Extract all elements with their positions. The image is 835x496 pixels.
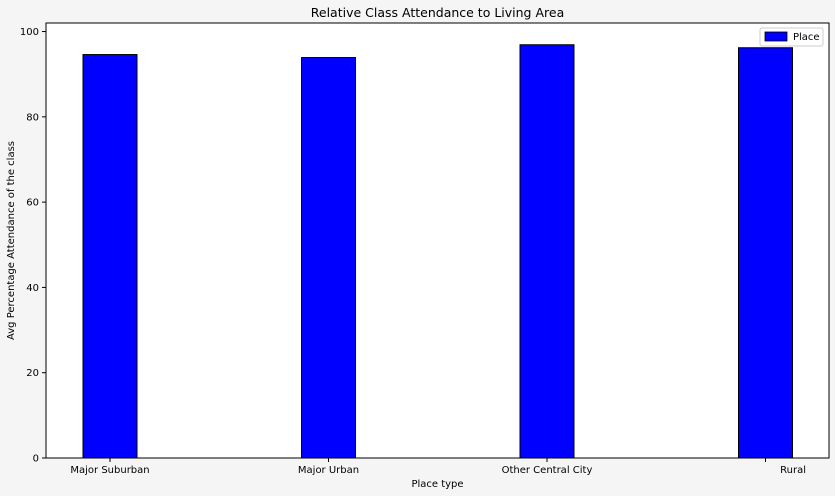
- bar: [301, 57, 356, 459]
- y-tick-label: 0: [33, 454, 39, 465]
- bar: [82, 54, 138, 459]
- x-tick-label: Major Suburban: [70, 465, 149, 476]
- bar-group: [82, 44, 793, 459]
- chart-title: Relative Class Attendance to Living Area: [311, 5, 564, 20]
- y-tick-label: 100: [20, 27, 39, 38]
- plot-frame: [45, 22, 830, 459]
- y-tick-label: 60: [26, 198, 39, 209]
- legend: Place: [759, 27, 824, 47]
- y-axis: 0 20 40 60 80 100: [20, 27, 46, 465]
- y-axis-label: Avg Percentage Attendance of the class: [6, 141, 17, 340]
- y-tick-label: 40: [26, 283, 39, 294]
- bar: [738, 47, 793, 459]
- plot-area: [46, 23, 829, 458]
- x-tick-label: Major Urban: [298, 465, 359, 476]
- bar: [519, 44, 575, 459]
- x-axis: Major Suburban Major Urban Other Central C…: [70, 458, 806, 476]
- y-tick-label: 20: [26, 368, 39, 379]
- legend-label: Place: [793, 32, 820, 43]
- x-tick-label: Rural: [780, 465, 806, 476]
- y-tick-label: 80: [26, 112, 39, 123]
- x-tick-label: Other Central City: [502, 465, 593, 476]
- x-axis-label: Place type: [411, 479, 463, 490]
- legend-swatch: [764, 31, 788, 42]
